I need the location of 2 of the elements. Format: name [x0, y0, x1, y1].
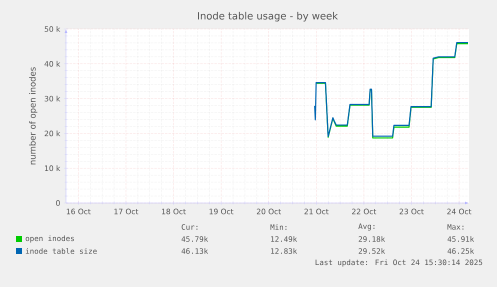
chart-title: Inode table usage - by week [198, 12, 338, 22]
y-axis-title: number of open inodes [29, 67, 38, 164]
